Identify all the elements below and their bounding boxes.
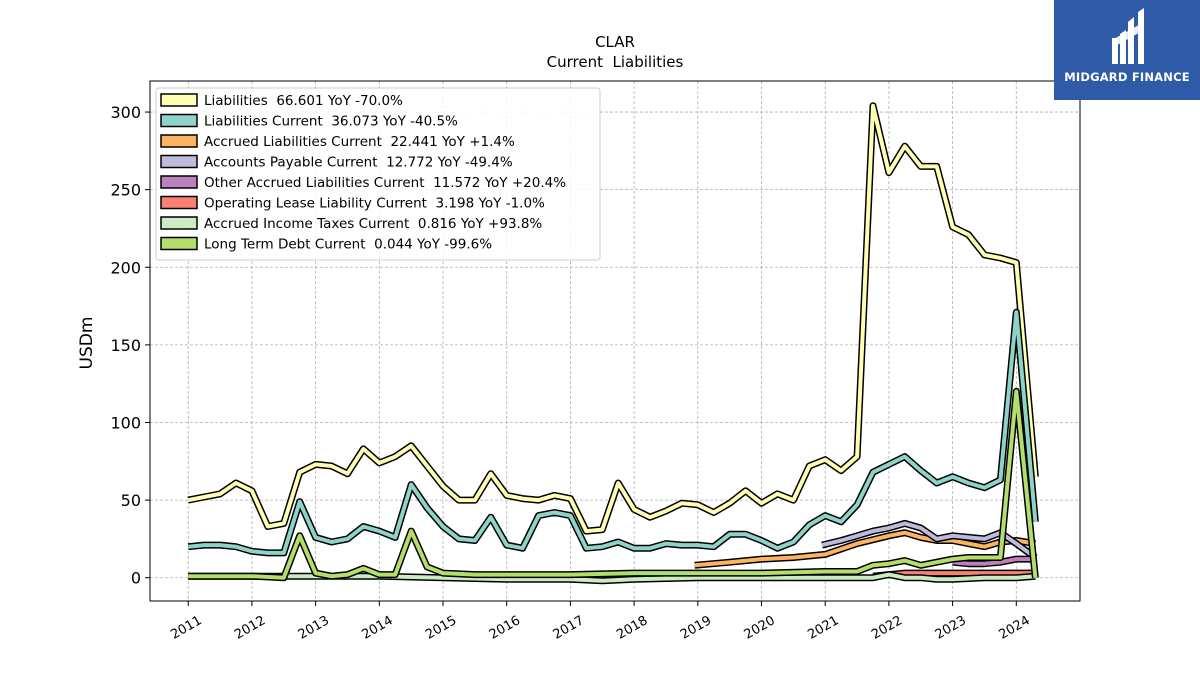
legend-box: [155, 87, 601, 261]
x-tick-label: 2021: [805, 613, 841, 643]
series-5: [952, 555, 1036, 568]
legend-entry: Accrued Liabilities Current 22.441 YoY +…: [204, 134, 515, 150]
legend-swatch: [160, 154, 198, 169]
x-tick-label: 2019: [678, 613, 714, 643]
x-tick-label: 2012: [232, 613, 268, 643]
legend-entry: Accounts Payable Current 12.772 YoY -49.…: [204, 155, 513, 171]
legend-swatch: [160, 216, 198, 230]
legend-entry: Accrued Income Taxes Current 0.816 YoY +…: [204, 216, 542, 232]
series-3: [694, 529, 1036, 569]
series-layer: [187, 102, 1039, 585]
x-tick-label: 2017: [551, 613, 587, 643]
series-7: [188, 571, 1036, 585]
series-line-outline: [188, 387, 1039, 582]
y-tick-label: 0: [131, 569, 141, 588]
logo-icon: [1112, 8, 1144, 64]
legend-swatch: [160, 175, 198, 189]
legend-entry: Long Term Debt Current 0.044 YoY -99.6%: [204, 237, 492, 253]
plot-frame: [149, 80, 1081, 602]
series-line: [188, 572, 1036, 583]
series-2: [187, 308, 1039, 557]
midgard-finance-logo: MIDGARD FINANCE: [1054, 0, 1200, 100]
y-tick-label: 100: [110, 413, 141, 432]
x-tick-label: 2015: [423, 613, 459, 643]
x-tick-label: 2023: [933, 613, 969, 643]
series-4: [821, 519, 1038, 561]
legend-entry: Other Accrued Liabilities Current 11.572…: [204, 175, 566, 191]
x-tick-label: 2018: [614, 613, 650, 643]
y-axis-label: USDm: [77, 317, 97, 370]
legend-swatch: [160, 195, 198, 210]
legend-swatch: [160, 113, 198, 128]
series-line: [187, 310, 1038, 555]
series-1: [187, 102, 1039, 535]
x-axis: 2011 2012 2013 2014 2015 2016 2017 2018 2019 2020…: [168, 601, 1033, 643]
series-8: [188, 387, 1039, 582]
series-line: [952, 557, 1036, 566]
x-tick-label: 2016: [487, 613, 523, 643]
x-tick-label: 2014: [359, 613, 395, 643]
legend-entry: Liabilities 66.601 YoY -70.0%: [204, 93, 403, 109]
x-tick-label: 2024: [996, 613, 1032, 643]
series-line: [187, 103, 1038, 534]
y-axis: 0 50 100 150 200 250 300: [110, 103, 150, 588]
x-tick-label: 2011: [168, 613, 204, 643]
chart-subtitle: Current Liabilities: [547, 53, 684, 71]
y-tick-label: 50: [121, 491, 141, 510]
x-tick-label: 2013: [296, 613, 332, 643]
chart-title: CLAR: [595, 33, 635, 51]
legend-swatch: [160, 236, 198, 251]
x-tick-label: 2022: [869, 613, 905, 643]
series-line: [821, 521, 1037, 560]
series-line: [694, 530, 1036, 568]
legend-swatch: [160, 93, 198, 107]
legend: Liabilities 66.601 YoY -70.0% Liabilities…: [155, 87, 601, 261]
legend-entry: Operating Lease Liability Current 3.198 …: [204, 196, 545, 212]
y-tick-label: 300: [110, 103, 141, 122]
y-tick-label: 250: [110, 181, 141, 200]
legend-swatch: [160, 134, 198, 148]
y-tick-label: 150: [110, 336, 141, 355]
series-line: [188, 389, 1038, 580]
legend-entry: Liabilities Current 36.073 YoY -40.5%: [204, 114, 458, 130]
x-tick-label: 2020: [742, 613, 778, 643]
logo-text: MIDGARD FINANCE: [1064, 70, 1190, 84]
y-tick-label: 200: [110, 258, 141, 277]
